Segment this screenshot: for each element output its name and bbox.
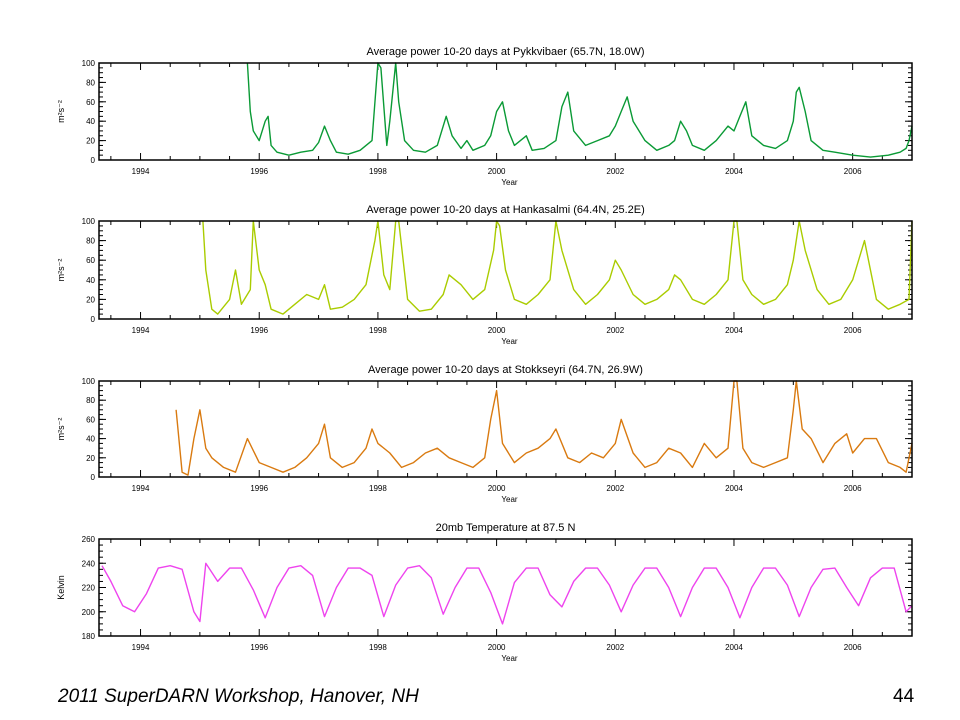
x-tick-label: 2002 — [606, 484, 624, 493]
x-tick-label: 1998 — [369, 484, 387, 493]
y-tick-label: 40 — [86, 276, 95, 285]
y-tick-label: 240 — [82, 559, 96, 568]
plot-frame — [98, 380, 913, 478]
chart-title: Average power 10-20 days at Hankasalmi (… — [366, 204, 645, 216]
chart-title: Average power 10-20 days at Pykkvibaer (… — [367, 46, 645, 58]
y-tick-label: 100 — [82, 377, 96, 386]
plot-frame — [98, 538, 913, 637]
series-line-1 — [175, 380, 913, 476]
y-tick-label: 60 — [86, 415, 95, 424]
x-tick-label: 1994 — [132, 326, 150, 335]
y-axis-label: m²s⁻² — [56, 418, 66, 441]
x-tick-label: 1996 — [250, 484, 268, 493]
x-tick-label: 2006 — [844, 484, 862, 493]
y-tick-label: 200 — [82, 608, 96, 617]
plot-frame — [98, 220, 913, 320]
x-tick-label: 2002 — [606, 643, 624, 652]
y-tick-label: 0 — [91, 473, 96, 482]
y-tick-label: 20 — [86, 454, 95, 463]
y-tick-label: 0 — [91, 315, 96, 324]
x-tick-label: 2004 — [725, 326, 743, 335]
x-tick-label: 2002 — [606, 167, 624, 176]
series-line-1 — [246, 62, 913, 158]
y-tick-label: 260 — [82, 535, 96, 544]
x-tick-label: 1994 — [132, 643, 150, 652]
x-axis-label: Year — [501, 337, 518, 346]
x-tick-label: 1994 — [132, 484, 150, 493]
chart-panel-3: Average power 10-20 days at Stokkseyri (… — [56, 364, 913, 504]
x-tick-label: 1996 — [250, 326, 268, 335]
x-tick-label: 1996 — [250, 643, 268, 652]
x-tick-label: 2004 — [725, 167, 743, 176]
y-tick-label: 80 — [86, 78, 95, 87]
chart-panel-1: Average power 10-20 days at Pykkvibaer (… — [56, 46, 913, 187]
x-tick-label: 2006 — [844, 167, 862, 176]
slide-footer: 2011 SuperDARN Workshop, Hanover, NH — [58, 686, 419, 707]
x-tick-label: 2006 — [844, 326, 862, 335]
x-tick-label: 2004 — [725, 484, 743, 493]
chart-panel-4: 20mb Temperature at 87.5 N 1994 1996 1998 20… — [56, 522, 913, 663]
x-tick-label: 1998 — [369, 326, 387, 335]
y-tick-label: 0 — [91, 156, 96, 165]
x-tick-label: 2000 — [488, 643, 506, 652]
y-tick-label: 220 — [82, 584, 96, 593]
chart-title: 20mb Temperature at 87.5 N — [436, 522, 576, 534]
y-axis-label: m²s⁻² — [56, 100, 66, 123]
x-tick-label: 1994 — [132, 167, 150, 176]
page-number: 44 — [893, 686, 915, 707]
x-axis-label: Year — [501, 495, 518, 504]
y-tick-label: 100 — [82, 217, 96, 226]
x-tick-label: 2000 — [488, 484, 506, 493]
x-tick-label: 1996 — [250, 167, 268, 176]
y-tick-label: 80 — [86, 237, 95, 246]
y-tick-label: 100 — [82, 59, 96, 68]
y-tick-label: 60 — [86, 256, 95, 265]
y-tick-label: 60 — [86, 98, 95, 107]
x-tick-label: 2004 — [725, 643, 743, 652]
y-axis-label: Kelvin — [56, 575, 66, 600]
x-tick-label: 2000 — [488, 167, 506, 176]
y-tick-label: 180 — [82, 632, 96, 641]
x-tick-label: 2000 — [488, 326, 506, 335]
plot-frame — [98, 62, 913, 161]
x-tick-label: 2002 — [606, 326, 624, 335]
y-tick-label: 20 — [86, 137, 95, 146]
y-tick-label: 40 — [86, 435, 95, 444]
series-line-1 — [202, 220, 913, 315]
y-axis-label: m²s⁻² — [56, 259, 66, 282]
x-axis-label: Year — [501, 178, 518, 187]
chart-title: Average power 10-20 days at Stokkseyri (… — [368, 364, 643, 376]
y-tick-label: 20 — [86, 295, 95, 304]
x-axis-label: Year — [501, 654, 518, 663]
chart-panel-2: Average power 10-20 days at Hankasalmi (… — [56, 204, 913, 346]
y-tick-label: 80 — [86, 396, 95, 405]
series-line-1 — [101, 562, 913, 625]
x-tick-label: 1998 — [369, 643, 387, 652]
x-tick-label: 2006 — [844, 643, 862, 652]
x-tick-label: 1998 — [369, 167, 387, 176]
y-tick-label: 40 — [86, 117, 95, 126]
